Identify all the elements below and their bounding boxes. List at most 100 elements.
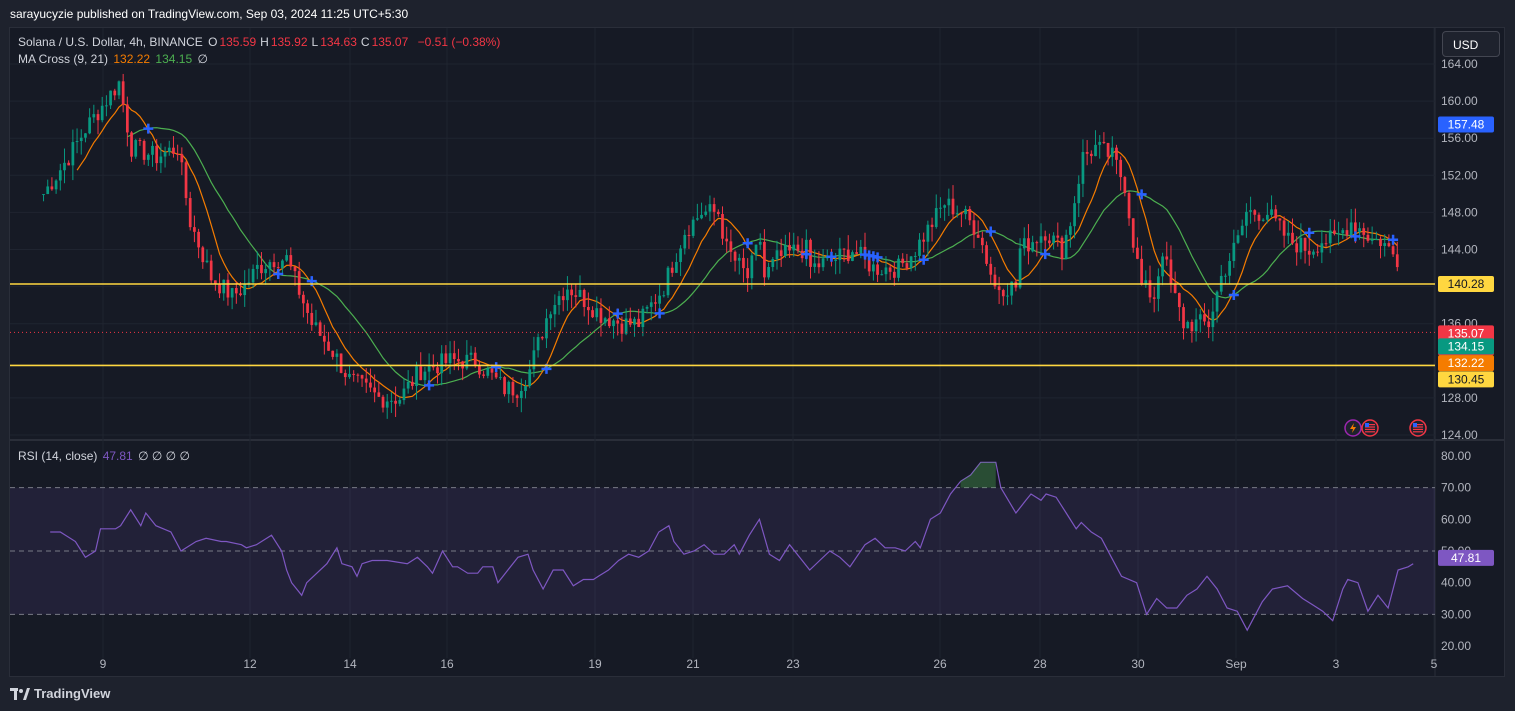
candle-body [448, 353, 452, 364]
candle-body [511, 381, 515, 396]
candle-body [796, 244, 800, 251]
candle-body [742, 257, 745, 269]
candle-body [364, 378, 368, 383]
flag-stripe [1413, 426, 1423, 428]
ohlc-key-l: L [311, 35, 319, 49]
candle-body [478, 365, 481, 375]
candle-body [440, 353, 444, 374]
candle-body [1069, 226, 1072, 235]
candle-body [989, 263, 993, 275]
candle-body [607, 318, 611, 327]
candle-body [1035, 242, 1039, 244]
candle-body [352, 373, 356, 375]
candle-body [1127, 193, 1131, 219]
candle-body [109, 90, 112, 106]
ma-cross-marker [143, 123, 154, 134]
change-value: −0.51 (−0.38%) [417, 35, 501, 49]
candle-body [1022, 238, 1026, 249]
candle-body [1136, 247, 1139, 259]
ma-cross-marker [424, 380, 435, 391]
us-flag-event-icon [1409, 419, 1427, 437]
candle-body [934, 208, 938, 227]
candle-body [92, 114, 96, 118]
candle-body [46, 186, 50, 195]
price-badge-label: 130.45 [1448, 372, 1485, 386]
price-badge-label: 157.48 [1448, 117, 1485, 131]
candle-body [322, 335, 326, 342]
candle-body [716, 211, 720, 215]
candle-body [1073, 203, 1076, 227]
candle-body [1391, 246, 1395, 255]
candle-body [620, 323, 624, 334]
rsi-line [50, 461, 1414, 632]
footer-brand[interactable]: TradingView [10, 686, 110, 701]
candle-body [775, 250, 779, 260]
candle-body [888, 267, 892, 272]
candle-body [197, 231, 200, 248]
flag-stripe [1413, 431, 1423, 433]
candle-body [683, 234, 687, 249]
candle-body [276, 267, 280, 269]
candle-body [570, 289, 573, 296]
candle-body [402, 388, 406, 401]
rsi-overbought-fill [960, 462, 996, 488]
candle-body [494, 372, 498, 378]
candle-body [851, 252, 854, 261]
candle-body [733, 251, 737, 261]
candle-body [1341, 230, 1345, 234]
candle-body [243, 284, 247, 296]
candle-body [1274, 209, 1278, 219]
price-tick-label: 124.00 [1441, 428, 1478, 442]
candle-body [616, 320, 620, 324]
date-tick-label: 21 [686, 657, 700, 671]
price-badge-label: 132.22 [1448, 356, 1485, 370]
price-tick-label: 160.00 [1441, 94, 1478, 108]
candle-body [1115, 147, 1118, 160]
candle-body [146, 154, 150, 160]
candle-body [1312, 251, 1315, 255]
candle-body [121, 81, 125, 105]
candle-body [1228, 261, 1231, 276]
date-tick-label: 9 [100, 657, 107, 671]
ohlc-value-c: 135.07 [371, 35, 409, 49]
flag-stripe [1413, 424, 1423, 426]
candle-body [125, 104, 129, 133]
candle-body [1270, 209, 1273, 215]
chart-frame[interactable]: 80.0070.0060.0050.0040.0030.0020.0047.81… [9, 27, 1505, 677]
candle-body [721, 214, 724, 239]
candle-body [394, 400, 397, 404]
candle-body [532, 350, 536, 370]
rsi-legend: RSI (14, close) 47.81 ∅ ∅ ∅ ∅ [18, 449, 192, 463]
flag-stripe [1365, 424, 1375, 426]
rsi-value: 47.81 [102, 449, 133, 463]
grid [10, 28, 1504, 676]
rsi-badge [1438, 549, 1494, 566]
candle-body [926, 224, 930, 242]
candle-body [469, 352, 473, 355]
candle-body [1207, 321, 1211, 328]
currency-button[interactable]: USD [1442, 31, 1500, 57]
candle-body [729, 241, 733, 252]
candle-body [624, 318, 628, 334]
candle-body [1177, 293, 1181, 308]
candle-body [1286, 232, 1290, 236]
rsi-badge-label: 47.81 [1451, 551, 1481, 565]
candle-body [105, 105, 108, 107]
candle-body [1081, 152, 1085, 184]
candle-body [763, 241, 766, 278]
ma-cross-marker [491, 362, 502, 373]
candle-body [285, 255, 288, 261]
candle-body [503, 377, 506, 395]
candle-body [758, 241, 762, 245]
candle-body [691, 219, 695, 236]
price-tick-label: 156.00 [1441, 131, 1478, 145]
candle-body [155, 145, 159, 164]
candle-body [813, 263, 817, 267]
candle-body [1161, 256, 1164, 277]
date-tick-label: 3 [1333, 657, 1340, 671]
chart-canvas[interactable]: 80.0070.0060.0050.0040.0030.0020.0047.81… [10, 28, 1505, 677]
candle-body [595, 308, 599, 318]
candle-body [561, 296, 565, 301]
candle-body [1316, 251, 1320, 253]
